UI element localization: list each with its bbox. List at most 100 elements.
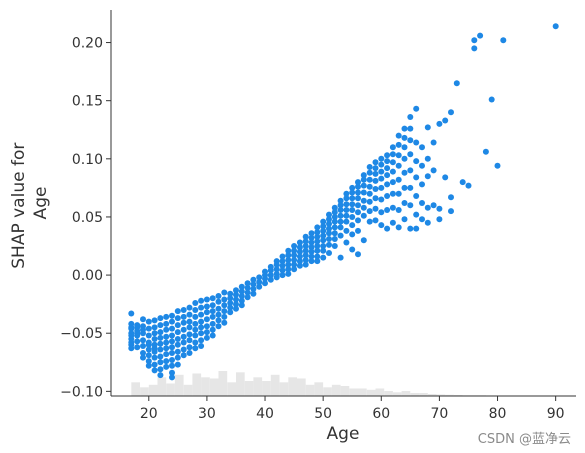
data-point-331 (395, 132, 402, 139)
data-point-30 (145, 352, 152, 359)
data-point-50 (157, 353, 164, 360)
data-point-187 (285, 257, 292, 263)
data-point-270 (349, 214, 356, 220)
data-point-179 (273, 274, 280, 281)
data-point-33 (145, 341, 152, 348)
data-point-87 (180, 333, 187, 340)
x-ticks: 20 30 40 50 60 70 80 90 (140, 396, 565, 422)
data-point-6 (128, 345, 135, 352)
data-point-204 (302, 238, 309, 245)
data-point-341 (401, 144, 408, 151)
histogram-bar-13 (244, 381, 254, 396)
data-point-17 (140, 316, 146, 323)
data-point-188 (285, 261, 292, 268)
data-point-107 (198, 297, 205, 304)
data-point-393 (552, 23, 559, 30)
data-point-297 (366, 208, 373, 215)
data-point-40 (151, 354, 158, 361)
data-point-128 (209, 332, 216, 339)
data-point-261 (343, 212, 350, 219)
data-point-43 (151, 345, 158, 352)
data-point-47 (157, 334, 164, 341)
data-point-382 (448, 208, 454, 215)
data-point-210 (308, 230, 315, 237)
data-point-144 (227, 304, 234, 311)
y-tick-label-0: −0.10 (60, 384, 103, 400)
data-point-55 (163, 320, 170, 327)
data-point-51 (157, 359, 164, 366)
data-point-196 (291, 266, 298, 273)
data-point-209 (302, 261, 309, 268)
y-tick-label-5: 0.15 (72, 94, 103, 110)
data-point-102 (192, 320, 199, 327)
data-point-271 (349, 222, 356, 229)
data-point-361 (413, 225, 420, 232)
data-point-45 (157, 322, 164, 329)
data-point-334 (395, 162, 402, 169)
data-point-90 (180, 352, 187, 359)
data-point-378 (442, 117, 449, 124)
data-point-139 (221, 313, 228, 320)
data-point-251 (337, 207, 344, 213)
data-point-375 (436, 120, 443, 127)
data-point-233 (326, 211, 332, 218)
data-point-321 (384, 207, 391, 213)
data-point-304 (372, 195, 379, 202)
data-point-208 (302, 257, 309, 263)
data-point-379 (442, 174, 449, 181)
data-point-123 (209, 302, 216, 309)
data-point-302 (372, 177, 379, 184)
data-point-136 (221, 296, 228, 303)
data-point-80 (174, 348, 181, 355)
histogram-bar-12 (236, 372, 245, 397)
data-point-268 (349, 201, 356, 208)
data-point-201 (296, 258, 303, 265)
data-point-46 (157, 329, 164, 336)
data-point-149 (233, 301, 239, 308)
data-point-13 (134, 338, 141, 345)
data-point-203 (302, 233, 309, 240)
data-point-386 (471, 45, 478, 52)
data-point-207 (302, 252, 309, 259)
data-point-81 (174, 354, 181, 361)
data-point-362 (419, 144, 425, 151)
data-point-124 (209, 308, 216, 315)
data-point-104 (192, 332, 199, 339)
data-point-103 (192, 326, 199, 333)
data-point-112 (198, 330, 205, 337)
data-point-73 (169, 374, 175, 381)
data-point-37 (151, 336, 158, 342)
data-point-275 (355, 183, 361, 190)
data-point-177 (273, 266, 280, 273)
data-point-335 (395, 176, 402, 183)
data-point-356 (413, 139, 420, 146)
data-point-245 (331, 224, 338, 231)
data-point-25 (145, 318, 152, 325)
data-point-192 (291, 247, 298, 254)
data-point-42 (151, 367, 158, 374)
data-point-161 (250, 281, 257, 288)
data-point-26 (145, 325, 152, 332)
data-point-115 (203, 296, 210, 303)
data-point-363 (419, 162, 425, 169)
data-point-152 (238, 288, 245, 295)
data-point-291 (366, 164, 373, 170)
data-point-23 (140, 354, 146, 361)
data-point-29 (145, 346, 152, 353)
histogram-bar-23 (331, 384, 341, 397)
y-tick-label-1: −0.05 (60, 326, 103, 342)
data-point-162 (250, 286, 257, 292)
data-point-31 (145, 358, 152, 365)
data-point-114 (198, 343, 205, 349)
data-point-215 (308, 253, 315, 260)
histogram-bar-22 (323, 387, 332, 397)
data-point-101 (192, 313, 199, 320)
histogram-bar-21 (314, 382, 324, 397)
data-point-184 (279, 272, 286, 279)
data-point-228 (320, 232, 327, 239)
data-point-387 (471, 37, 478, 44)
data-point-193 (291, 252, 298, 259)
data-point-315 (384, 152, 391, 159)
data-point-151 (238, 283, 245, 290)
data-point-254 (337, 224, 344, 231)
